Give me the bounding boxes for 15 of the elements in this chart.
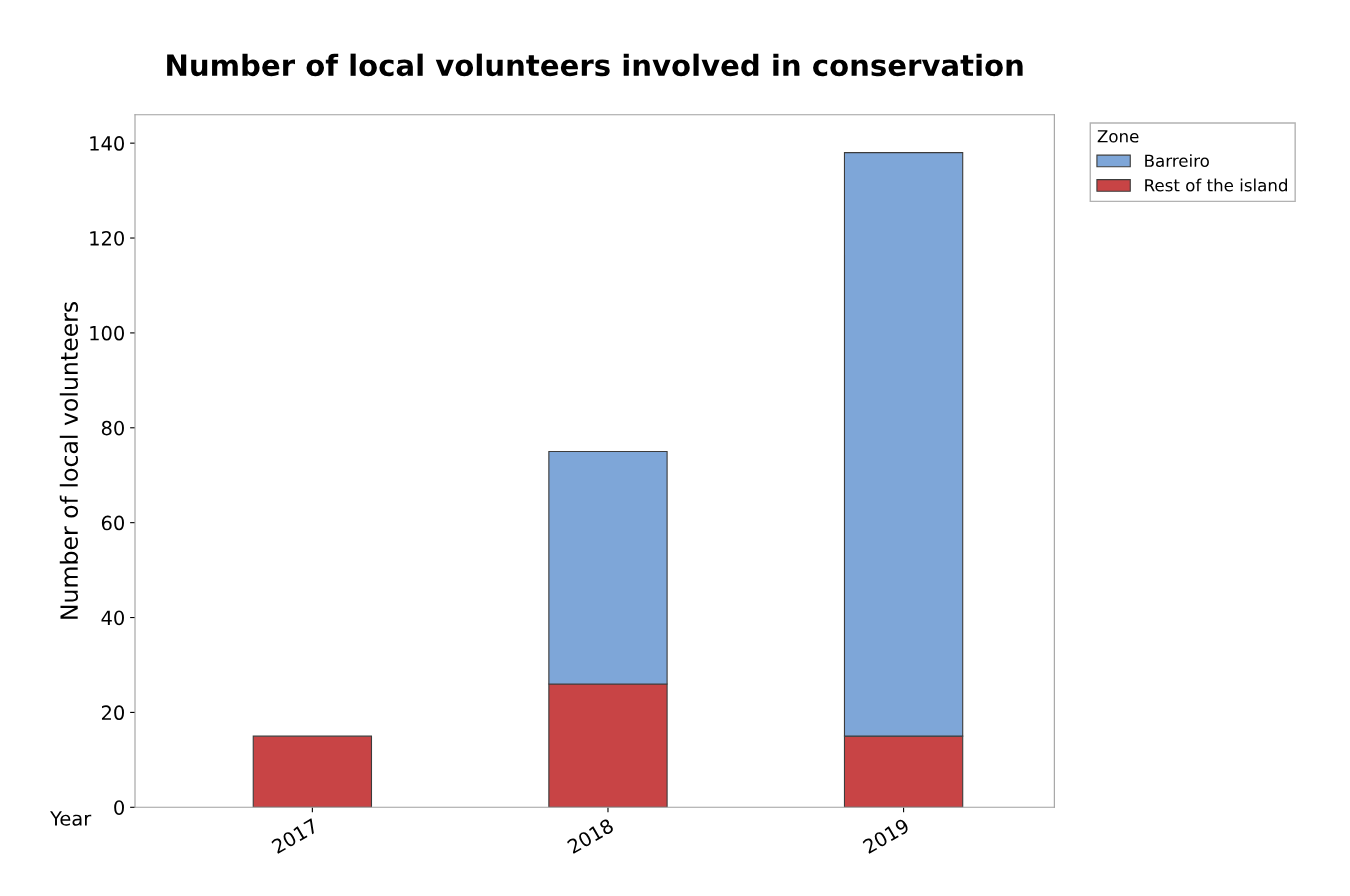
y-tick-label: 60 [101,515,124,531]
y-tick-label: 20 [101,705,124,721]
chart-title: Number of local volunteers involved in conservation [167,53,1023,77]
y-tick-label: 0 [114,800,124,815]
legend-label: Barreiro [1145,154,1209,168]
y-tick-label: 40 [101,610,124,626]
y-tick-label: 120 [90,230,124,246]
bar [252,735,373,808]
y-tick-label: 80 [101,420,124,436]
legend-label: Rest of the island [1145,178,1287,192]
y-tick-label: 100 [90,325,124,341]
y-axis-title: Number of local volunteers [59,301,79,619]
x-axis-title: Year [50,811,92,826]
legend-title: Zone [1097,130,1139,143]
y-tick-label: 140 [90,136,124,151]
